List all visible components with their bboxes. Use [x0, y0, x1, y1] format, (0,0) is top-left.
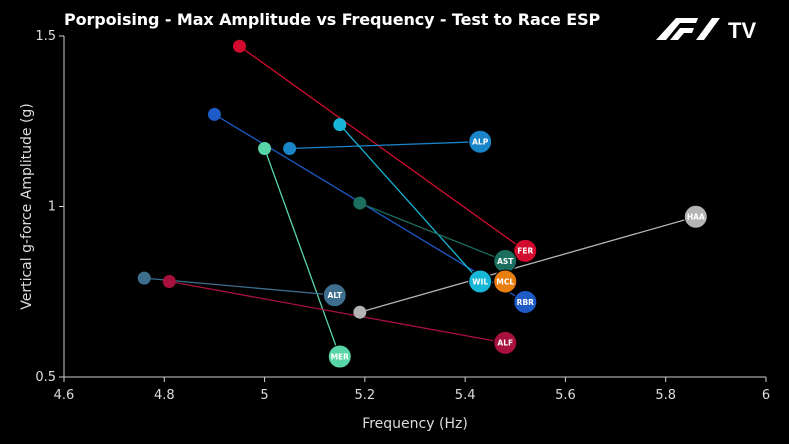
x-tick-label: 4.8 [154, 388, 175, 403]
point-label-mcl: MCL [496, 277, 514, 286]
point-label-fer: FER [517, 247, 533, 256]
chart-title: Porpoising - Max Amplitude vs Frequency … [64, 10, 601, 29]
point-label-haa: HAA [687, 213, 705, 222]
y-tick-label: 1 [48, 200, 56, 215]
point-label-rbr: RBR [517, 298, 534, 307]
start-point-mer [258, 142, 272, 156]
x-tick-label: 5.6 [555, 388, 576, 403]
x-tick-label: 5.2 [355, 388, 376, 403]
end-point-wil: WIL [468, 269, 493, 294]
x-tick-label: 5.8 [655, 388, 676, 403]
end-point-ast: AST [493, 249, 518, 274]
series-line-alt [144, 277, 335, 296]
end-point-alp: ALP [468, 129, 493, 154]
end-point-alf: ALF [493, 330, 518, 355]
logo-tv-text: TV [728, 18, 756, 42]
end-point-haa: HAA [683, 204, 708, 229]
f1-tv-logo: TV [656, 18, 756, 42]
point-label-alt: ALT [328, 291, 343, 300]
x-tick-label: 5 [260, 388, 268, 403]
end-point-alt: ALT [322, 283, 347, 308]
start-point-ast [353, 196, 367, 210]
point-label-ast: AST [497, 257, 514, 266]
data-points: FER ALP RBR WIL MER AST ALT ALF HAA MCL [137, 39, 708, 369]
y-tick-label: 1.5 [35, 29, 56, 44]
start-point-haa [353, 305, 367, 319]
y-tick-label: 0.5 [35, 370, 56, 385]
x-tick-label: 6 [762, 388, 770, 403]
start-point-alt [137, 271, 151, 285]
series-line-alp [289, 141, 481, 150]
point-label-alp: ALP [472, 138, 489, 147]
start-point-wil [333, 118, 347, 132]
series-line-fer [239, 45, 526, 252]
end-point-fer: FER [513, 238, 538, 263]
series-line-wil [339, 124, 481, 282]
series-line-mer [263, 148, 341, 357]
x-tick-label: 5.4 [455, 388, 476, 403]
start-point-fer [233, 39, 246, 53]
axes: 4.6 4.8 5 5.2 5.4 5.6 5.8 6 0.5 1 1.5 Frequency (Hz… [19, 29, 770, 432]
point-label-wil: WIL [472, 277, 488, 286]
y-axis-label: Vertical g-force Amplitude (g) [19, 103, 35, 310]
series-line-ast [359, 202, 506, 262]
series-line-haa [359, 216, 696, 313]
start-point-alf [162, 275, 176, 289]
start-point-alp [283, 142, 297, 156]
point-label-mer: MER [331, 352, 350, 361]
point-label-alf: ALF [497, 339, 513, 348]
x-tick-label: 4.6 [54, 388, 75, 403]
start-point-rbr [207, 107, 221, 121]
x-axis-label: Frequency (Hz) [362, 416, 468, 432]
end-point-mcl: MCL [493, 269, 518, 294]
end-point-mer: MER [327, 344, 352, 369]
end-point-rbr: RBR [513, 289, 538, 314]
series-lines [144, 45, 696, 357]
series-line-alf [169, 280, 506, 344]
